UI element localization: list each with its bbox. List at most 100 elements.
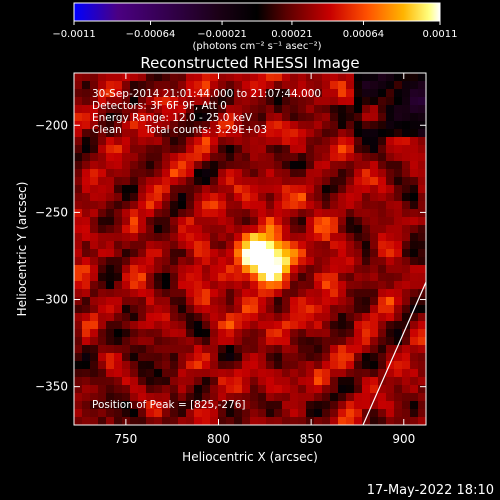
heatmap-cell <box>186 161 195 170</box>
heatmap-cell <box>362 225 371 234</box>
heatmap-cell <box>322 105 331 114</box>
heatmap-cell <box>162 257 171 266</box>
heatmap-cell <box>146 137 155 146</box>
heatmap-cell <box>314 417 323 425</box>
heatmap-cell <box>74 177 83 186</box>
heatmap-cell <box>306 369 315 378</box>
heatmap-cell <box>242 137 251 146</box>
heatmap-cell <box>186 185 195 194</box>
heatmap-cell <box>162 353 171 362</box>
heatmap-cell <box>250 113 259 122</box>
heatmap-cell <box>154 337 163 346</box>
heatmap-cell <box>90 273 99 282</box>
heatmap-cell <box>210 137 219 146</box>
heatmap-cell <box>210 281 219 290</box>
heatmap-cell <box>338 161 347 170</box>
heatmap-cell <box>90 297 99 306</box>
heatmap-cell <box>90 129 99 138</box>
heatmap-cell <box>178 113 187 122</box>
heatmap-cell <box>186 417 195 425</box>
heatmap-cell <box>194 177 203 186</box>
heatmap-cell <box>290 209 299 218</box>
heatmap-cell <box>154 313 163 322</box>
heatmap-cell <box>138 129 147 138</box>
heatmap-cell <box>266 217 275 226</box>
heatmap-cell <box>386 409 395 418</box>
heatmap-cell <box>346 377 355 386</box>
heatmap-cell <box>410 313 419 322</box>
heatmap-cell <box>418 137 426 146</box>
heatmap-cell <box>314 321 323 330</box>
heatmap-cell <box>394 297 403 306</box>
heatmap-cell <box>106 281 115 290</box>
heatmap-cell <box>322 185 331 194</box>
heatmap-cell <box>98 113 107 122</box>
heatmap-cell <box>202 273 211 282</box>
heatmap-cell <box>202 385 211 394</box>
heatmap-cell <box>306 153 315 162</box>
heatmap-cell <box>258 89 267 98</box>
heatmap-cell <box>202 233 211 242</box>
heatmap-cell <box>290 377 299 386</box>
heatmap-cell <box>282 241 291 250</box>
heatmap-cell <box>74 409 83 418</box>
heatmap-cell <box>306 289 315 298</box>
heatmap-cell <box>242 377 251 386</box>
heatmap-cell <box>418 73 426 82</box>
heatmap-cell <box>138 105 147 114</box>
heatmap-cell <box>162 377 171 386</box>
heatmap-cell <box>242 249 251 258</box>
heatmap-cell <box>394 81 403 90</box>
heatmap-cell <box>378 225 387 234</box>
heatmap-cell <box>146 281 155 290</box>
heatmap-cell <box>402 153 411 162</box>
heatmap-cell <box>122 193 131 202</box>
heatmap-cell <box>402 121 411 130</box>
heatmap-cell <box>362 401 371 410</box>
heatmap-cell <box>362 153 371 162</box>
heatmap-cell <box>386 217 395 226</box>
heatmap-cell <box>322 233 331 242</box>
heatmap-cell <box>338 145 347 154</box>
heatmap-cell <box>274 161 283 170</box>
heatmap-cell <box>90 97 99 106</box>
heatmap-cell <box>202 337 211 346</box>
heatmap-cell <box>130 153 139 162</box>
heatmap-cell <box>418 201 426 210</box>
heatmap-cell <box>218 345 227 354</box>
heatmap-cell <box>370 217 379 226</box>
heatmap-cell <box>226 297 235 306</box>
heatmap-cell <box>298 281 307 290</box>
heatmap-cell <box>346 409 355 418</box>
heatmap-cell <box>362 73 371 82</box>
heatmap-cell <box>202 153 211 162</box>
heatmap-cell <box>74 321 83 330</box>
heatmap-cell <box>122 121 131 130</box>
heatmap-cell <box>218 105 227 114</box>
heatmap-cell <box>218 289 227 298</box>
heatmap-cell <box>330 361 339 370</box>
heatmap-cell <box>394 361 403 370</box>
heatmap-cell <box>378 89 387 98</box>
heatmap-cell <box>186 233 195 242</box>
heatmap-cell <box>354 297 363 306</box>
heatmap-cell <box>82 121 91 130</box>
heatmap-cell <box>418 281 426 290</box>
heatmap-cell <box>146 201 155 210</box>
heatmap-cell <box>194 337 203 346</box>
heatmap-cell <box>362 129 371 138</box>
heatmap-cell <box>386 361 395 370</box>
heatmap-cell <box>242 233 251 242</box>
heatmap-cell <box>162 97 171 106</box>
heatmap-cell <box>170 241 179 250</box>
heatmap-cell <box>266 241 275 250</box>
heatmap-cell <box>74 329 83 338</box>
heatmap-cell <box>162 249 171 258</box>
heatmap-cell <box>402 329 411 338</box>
heatmap-cell <box>210 209 219 218</box>
heatmap-cell <box>370 169 379 178</box>
heatmap-cell <box>250 185 259 194</box>
heatmap-cell <box>210 393 219 402</box>
heatmap-cell <box>122 361 131 370</box>
heatmap-cell <box>234 345 243 354</box>
